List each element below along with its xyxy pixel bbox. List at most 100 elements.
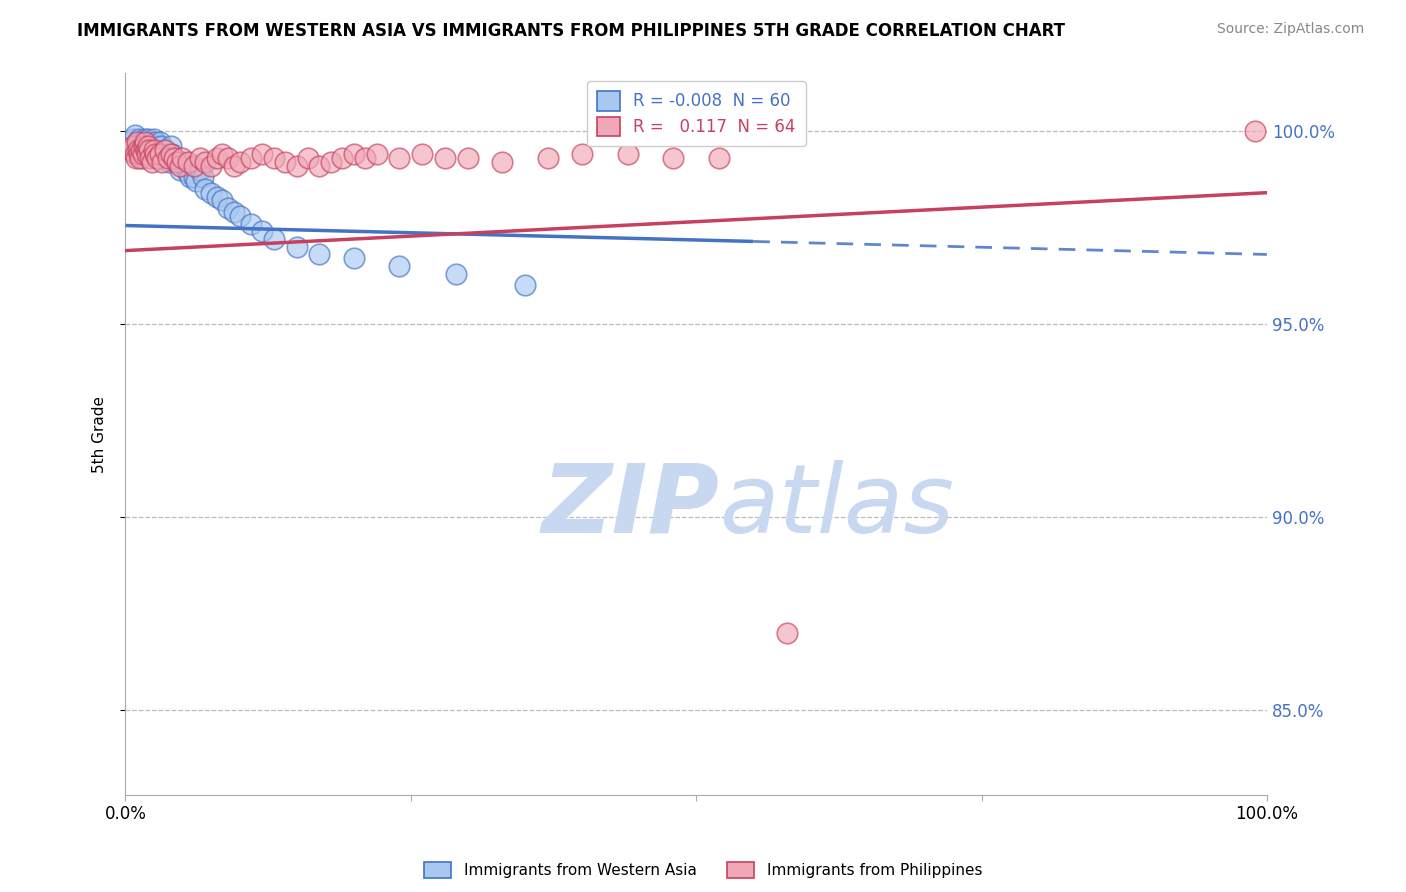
Point bbox=[122, 131, 145, 145]
Point bbox=[169, 159, 191, 173]
Point bbox=[183, 159, 205, 173]
Point bbox=[285, 159, 308, 173]
Legend: Immigrants from Western Asia, Immigrants from Philippines: Immigrants from Western Asia, Immigrants… bbox=[418, 856, 988, 884]
Point bbox=[194, 154, 217, 169]
Point bbox=[537, 151, 560, 165]
Point bbox=[354, 151, 377, 165]
Point bbox=[142, 143, 165, 157]
Point bbox=[457, 151, 479, 165]
Point bbox=[177, 154, 200, 169]
Point bbox=[274, 154, 297, 169]
Point bbox=[149, 139, 172, 153]
Point bbox=[366, 147, 388, 161]
Point bbox=[127, 143, 149, 157]
Point bbox=[134, 136, 156, 150]
Point bbox=[156, 147, 179, 161]
Point bbox=[125, 143, 148, 157]
Text: Source: ZipAtlas.com: Source: ZipAtlas.com bbox=[1216, 22, 1364, 37]
Point bbox=[388, 151, 411, 165]
Point bbox=[124, 139, 146, 153]
Point bbox=[285, 240, 308, 254]
Point bbox=[131, 143, 153, 157]
Point bbox=[186, 174, 208, 188]
Point bbox=[157, 154, 180, 169]
Point bbox=[222, 159, 245, 173]
Point bbox=[150, 147, 173, 161]
Point bbox=[163, 151, 186, 165]
Text: atlas: atlas bbox=[718, 459, 955, 553]
Point bbox=[169, 162, 191, 177]
Point bbox=[143, 147, 166, 161]
Point bbox=[319, 154, 342, 169]
Point bbox=[135, 139, 157, 153]
Point bbox=[200, 186, 222, 200]
Point bbox=[120, 136, 142, 150]
Point bbox=[136, 147, 159, 161]
Point bbox=[152, 151, 174, 165]
Point bbox=[211, 194, 233, 208]
Point bbox=[177, 166, 200, 180]
Point bbox=[228, 209, 250, 223]
Point bbox=[135, 143, 157, 157]
Point bbox=[211, 147, 233, 161]
Point bbox=[155, 143, 177, 157]
Point bbox=[343, 147, 366, 161]
Point bbox=[252, 224, 274, 238]
Text: ZIP: ZIP bbox=[541, 459, 718, 553]
Point bbox=[513, 278, 536, 293]
Point bbox=[446, 267, 468, 281]
Point bbox=[239, 217, 262, 231]
Point bbox=[252, 147, 274, 161]
Point bbox=[173, 159, 195, 173]
Point bbox=[194, 182, 217, 196]
Point bbox=[136, 139, 159, 153]
Point bbox=[125, 136, 148, 150]
Point bbox=[172, 154, 194, 169]
Point bbox=[127, 136, 149, 150]
Point bbox=[263, 232, 285, 246]
Point bbox=[191, 170, 214, 185]
Point bbox=[1244, 124, 1267, 138]
Point bbox=[156, 151, 179, 165]
Point bbox=[142, 143, 165, 157]
Point bbox=[136, 143, 159, 157]
Point bbox=[129, 151, 152, 165]
Point bbox=[146, 143, 169, 157]
Point bbox=[166, 154, 188, 169]
Text: IMMIGRANTS FROM WESTERN ASIA VS IMMIGRANTS FROM PHILIPPINES 5TH GRADE CORRELATIO: IMMIGRANTS FROM WESTERN ASIA VS IMMIGRAN… bbox=[77, 22, 1066, 40]
Point bbox=[132, 136, 155, 150]
Point bbox=[343, 252, 366, 266]
Point bbox=[136, 131, 159, 145]
Point bbox=[434, 151, 457, 165]
Point bbox=[150, 154, 173, 169]
Point bbox=[571, 147, 593, 161]
Y-axis label: 5th Grade: 5th Grade bbox=[93, 395, 107, 473]
Point bbox=[128, 147, 150, 161]
Point bbox=[139, 136, 162, 150]
Point bbox=[263, 151, 285, 165]
Point bbox=[131, 147, 153, 161]
Point bbox=[145, 139, 167, 153]
Point bbox=[205, 189, 228, 203]
Point bbox=[160, 147, 183, 161]
Point bbox=[308, 159, 330, 173]
Point bbox=[163, 151, 186, 165]
Point bbox=[160, 139, 183, 153]
Point bbox=[136, 139, 159, 153]
Point bbox=[222, 205, 245, 219]
Point bbox=[166, 154, 188, 169]
Point bbox=[217, 151, 239, 165]
Point bbox=[124, 151, 146, 165]
Point bbox=[188, 151, 211, 165]
Point bbox=[128, 131, 150, 145]
Point bbox=[149, 147, 172, 161]
Point bbox=[172, 151, 194, 165]
Point bbox=[616, 147, 638, 161]
Point bbox=[179, 170, 201, 185]
Point bbox=[141, 139, 163, 153]
Point bbox=[205, 151, 228, 165]
Point bbox=[411, 147, 433, 161]
Point bbox=[129, 139, 152, 153]
Point bbox=[160, 147, 183, 161]
Point bbox=[330, 151, 353, 165]
